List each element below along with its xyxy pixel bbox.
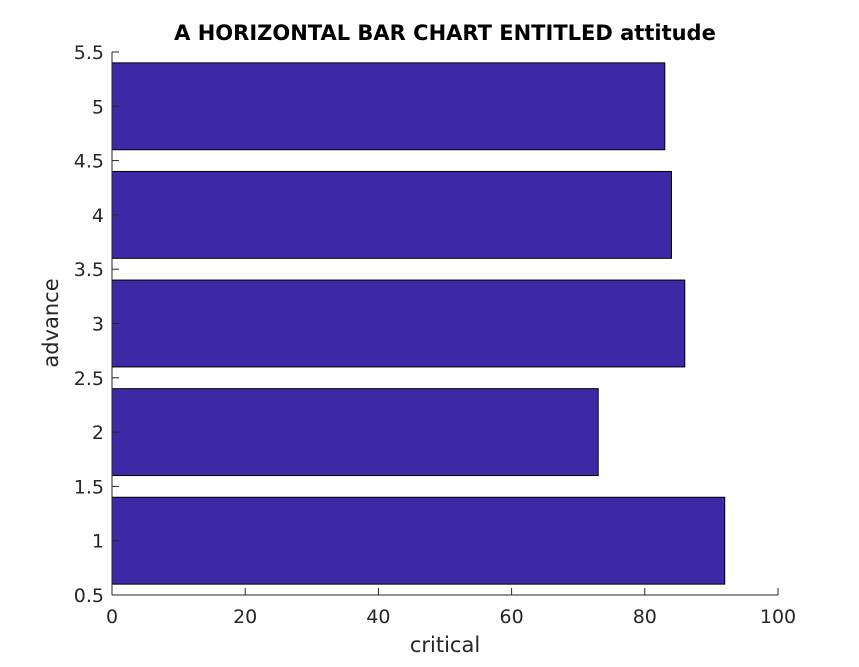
y-tick-label: 1 bbox=[92, 531, 104, 553]
x-tick-label: 60 bbox=[500, 606, 524, 628]
y-tick-label: 5 bbox=[92, 96, 104, 118]
y-tick-label: 0.5 bbox=[74, 585, 104, 607]
x-ticks-group: 0 20 40 60 80 100 bbox=[106, 588, 796, 628]
x-tick-label: 40 bbox=[366, 606, 390, 628]
x-tick-label: 20 bbox=[233, 606, 257, 628]
y-tick-label: 2.5 bbox=[74, 368, 104, 390]
y-ticks-group: 0.5 1 1.5 2 2.5 3 3.5 4 4.5 5 5.5 bbox=[74, 42, 119, 607]
y-tick-label: 2 bbox=[92, 422, 104, 444]
x-tick-label: 80 bbox=[633, 606, 657, 628]
bar-5 bbox=[111, 62, 666, 151]
x-axis-label: critical bbox=[410, 633, 480, 657]
bar-1 bbox=[111, 496, 726, 585]
y-tick-label: 1.5 bbox=[74, 476, 104, 498]
y-tick-label: 3.5 bbox=[74, 259, 104, 281]
bar-4 bbox=[111, 170, 672, 259]
y-tick-label: 4.5 bbox=[74, 151, 104, 173]
y-axis-label: advance bbox=[39, 278, 63, 367]
y-tick-label: 5.5 bbox=[74, 42, 104, 64]
y-tick-label: 3 bbox=[92, 314, 104, 336]
x-tick-label: 100 bbox=[760, 606, 796, 628]
bar-3 bbox=[111, 279, 686, 368]
y-tick-label: 4 bbox=[92, 205, 104, 227]
x-tick-label: 0 bbox=[106, 606, 118, 628]
chart-title: A HORIZONTAL BAR CHART ENTITLED attitude bbox=[174, 21, 716, 45]
bars-group bbox=[111, 62, 726, 585]
bar-2 bbox=[111, 388, 599, 477]
